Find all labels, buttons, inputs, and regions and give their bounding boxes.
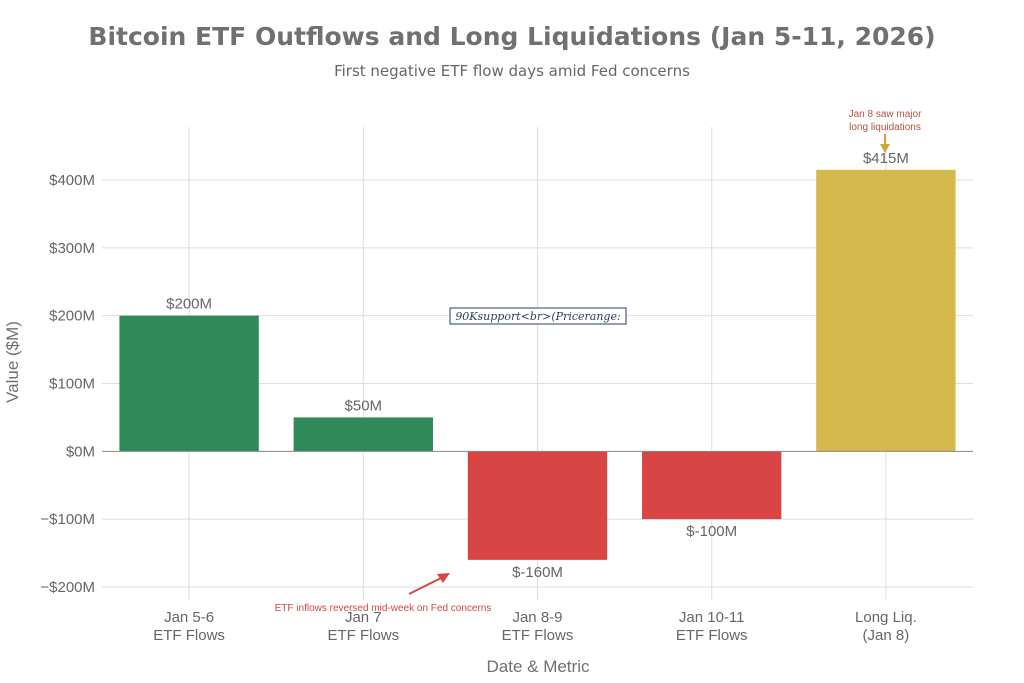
y-tick-label: $300M: [49, 240, 95, 257]
y-tick-label: $0M: [66, 443, 95, 460]
liquidations-arrowhead: [880, 144, 890, 153]
bar-3: [467, 451, 608, 560]
x-tick-label-line2: ETF Flows: [327, 627, 399, 644]
x-tick-label-line2: (Jan 8): [863, 627, 910, 644]
bar-5: [816, 169, 956, 452]
y-tick-label: $100M: [49, 376, 95, 393]
x-tick-label-line1: Jan 7: [345, 609, 382, 626]
value-label-1: $200M: [166, 296, 212, 313]
value-label-3: $-160M: [512, 564, 563, 581]
bars: [119, 169, 956, 560]
x-tick-label-line2: ETF Flows: [676, 627, 748, 644]
y-tick-label: −$100M: [40, 511, 95, 528]
chart-subtitle: First negative ETF flow days amid Fed co…: [334, 62, 690, 80]
y-axis-ticks: $400M $300M $200M $100M $0M −$100M −$200M: [40, 172, 95, 596]
support-annotation-box: 90Ksupport<br>(Pricerange:: [449, 307, 627, 325]
x-tick-label-line2: ETF Flows: [153, 627, 225, 644]
value-label-5: $415M: [863, 150, 909, 167]
y-axis-title: Value ($M): [3, 321, 22, 403]
liquidations-text-line2: long liquidations: [849, 122, 921, 133]
value-label-2: $50M: [345, 397, 383, 414]
data-labels: $200M $50M $-160M $-100M $415M: [166, 150, 909, 581]
y-tick-label: $200M: [49, 308, 95, 325]
bar-1: [119, 315, 259, 452]
etf-reversal-arrow: [408, 576, 444, 595]
bar-4: [642, 451, 782, 520]
liquidations-annotation: Jan 8 saw major long liquidations: [849, 109, 922, 153]
x-tick-label-line2: ETF Flows: [502, 627, 574, 644]
y-tick-label: $400M: [49, 172, 95, 189]
x-tick-label-line1: Jan 10-11: [679, 609, 745, 626]
etf-reversal-arrowhead: [437, 573, 450, 583]
support-box-border: [449, 307, 627, 325]
liquidations-text-line1: Jan 8 saw major: [849, 109, 922, 120]
x-tick-label-line1: Jan 8-9: [512, 609, 562, 626]
chart-title: Bitcoin ETF Outflows and Long Liquidatio…: [88, 22, 935, 51]
bar-2: [293, 417, 433, 452]
etf-reversal-annotation: ETF inflows reversed mid-week on Fed con…: [275, 573, 492, 614]
x-tick-label-line1: Jan 5-6: [164, 609, 214, 626]
value-label-4: $-100M: [686, 523, 737, 540]
etf-reversal-text: ETF inflows reversed mid-week on Fed con…: [275, 603, 492, 614]
support-box-text: 90Ksupport<br>(Pricerange:: [455, 310, 620, 323]
y-tick-label: −$200M: [40, 579, 95, 596]
x-tick-label-line1: Long Liq.: [855, 609, 917, 626]
x-axis-title: Date & Metric: [487, 657, 590, 676]
